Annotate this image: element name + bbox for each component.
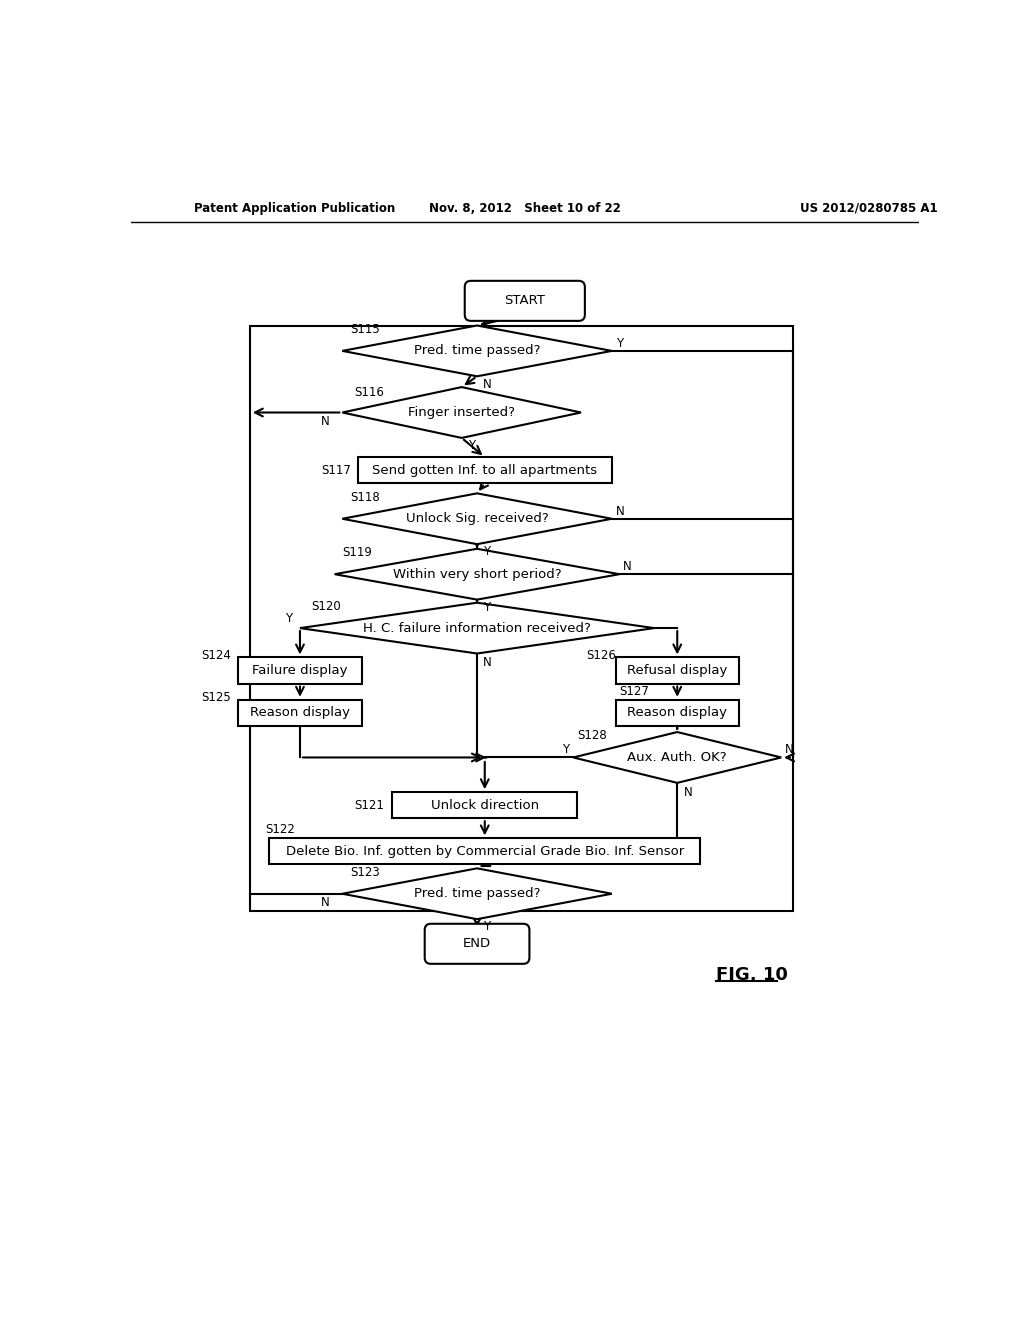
Text: N: N [483, 656, 492, 669]
Bar [269, 838, 700, 865]
Text: S119: S119 [342, 546, 372, 560]
Text: Unlock direction: Unlock direction [431, 799, 539, 812]
Text: Y: Y [483, 545, 490, 558]
Polygon shape [342, 869, 611, 919]
Text: Unlock Sig. received?: Unlock Sig. received? [406, 512, 549, 525]
Text: N: N [483, 378, 492, 391]
Text: H. C. failure information received?: H. C. failure information received? [364, 622, 591, 635]
Text: S122: S122 [265, 824, 295, 837]
Bar [239, 657, 361, 684]
Text: S115: S115 [350, 323, 380, 335]
Text: Refusal display: Refusal display [627, 664, 727, 677]
Text: S117: S117 [321, 463, 350, 477]
Text: Y: Y [562, 743, 569, 756]
Text: S126: S126 [587, 648, 616, 661]
Text: Pred. time passed?: Pred. time passed? [414, 887, 541, 900]
Polygon shape [342, 387, 581, 438]
Text: Nov. 8, 2012   Sheet 10 of 22: Nov. 8, 2012 Sheet 10 of 22 [429, 202, 621, 215]
Text: Finger inserted?: Finger inserted? [409, 407, 515, 418]
Text: Pred. time passed?: Pred. time passed? [414, 345, 541, 358]
Text: Aux. Auth. OK?: Aux. Auth. OK? [628, 751, 727, 764]
Text: Within very short period?: Within very short period? [393, 568, 561, 581]
Text: S120: S120 [311, 601, 341, 612]
Text: Reason display: Reason display [250, 706, 350, 719]
Bar [392, 792, 578, 818]
Text: Failure display: Failure display [252, 664, 348, 677]
Text: Patent Application Publication: Patent Application Publication [194, 202, 395, 215]
Text: N: N [624, 560, 632, 573]
Polygon shape [300, 603, 654, 653]
Text: Y: Y [483, 601, 490, 614]
Text: Y: Y [615, 337, 623, 350]
Text: Y: Y [483, 920, 490, 933]
Text: Delete Bio. Inf. gotten by Commercial Grade Bio. Inf. Sensor: Delete Bio. Inf. gotten by Commercial Gr… [286, 845, 684, 858]
Polygon shape [335, 549, 620, 599]
Text: N: N [785, 743, 794, 756]
Text: S123: S123 [350, 866, 380, 879]
Text: US 2012/0280785 A1: US 2012/0280785 A1 [801, 202, 938, 215]
FancyBboxPatch shape [465, 281, 585, 321]
Text: S121: S121 [354, 799, 384, 812]
Text: S128: S128 [578, 730, 607, 742]
Polygon shape [342, 494, 611, 544]
Bar [250, 326, 793, 911]
Polygon shape [342, 326, 611, 376]
Text: N: N [321, 416, 330, 428]
Bar [615, 657, 739, 684]
Text: Reason display: Reason display [628, 706, 727, 719]
Text: Send gotten Inf. to all apartments: Send gotten Inf. to all apartments [372, 463, 597, 477]
Text: S118: S118 [350, 491, 380, 504]
Text: START: START [505, 294, 545, 308]
Bar [239, 700, 361, 726]
Text: N: N [321, 896, 330, 909]
Text: FIG. 10: FIG. 10 [716, 966, 787, 983]
Text: N: N [615, 504, 625, 517]
Text: S116: S116 [354, 385, 384, 399]
Bar [357, 457, 611, 483]
Bar [615, 700, 739, 726]
Text: Y: Y [468, 440, 475, 453]
Text: Y: Y [285, 612, 292, 626]
Text: S124: S124 [202, 648, 231, 661]
Text: S127: S127 [620, 685, 649, 698]
Text: N: N [683, 785, 692, 799]
FancyBboxPatch shape [425, 924, 529, 964]
Text: END: END [463, 937, 492, 950]
Polygon shape [573, 733, 781, 783]
Text: S125: S125 [202, 690, 231, 704]
